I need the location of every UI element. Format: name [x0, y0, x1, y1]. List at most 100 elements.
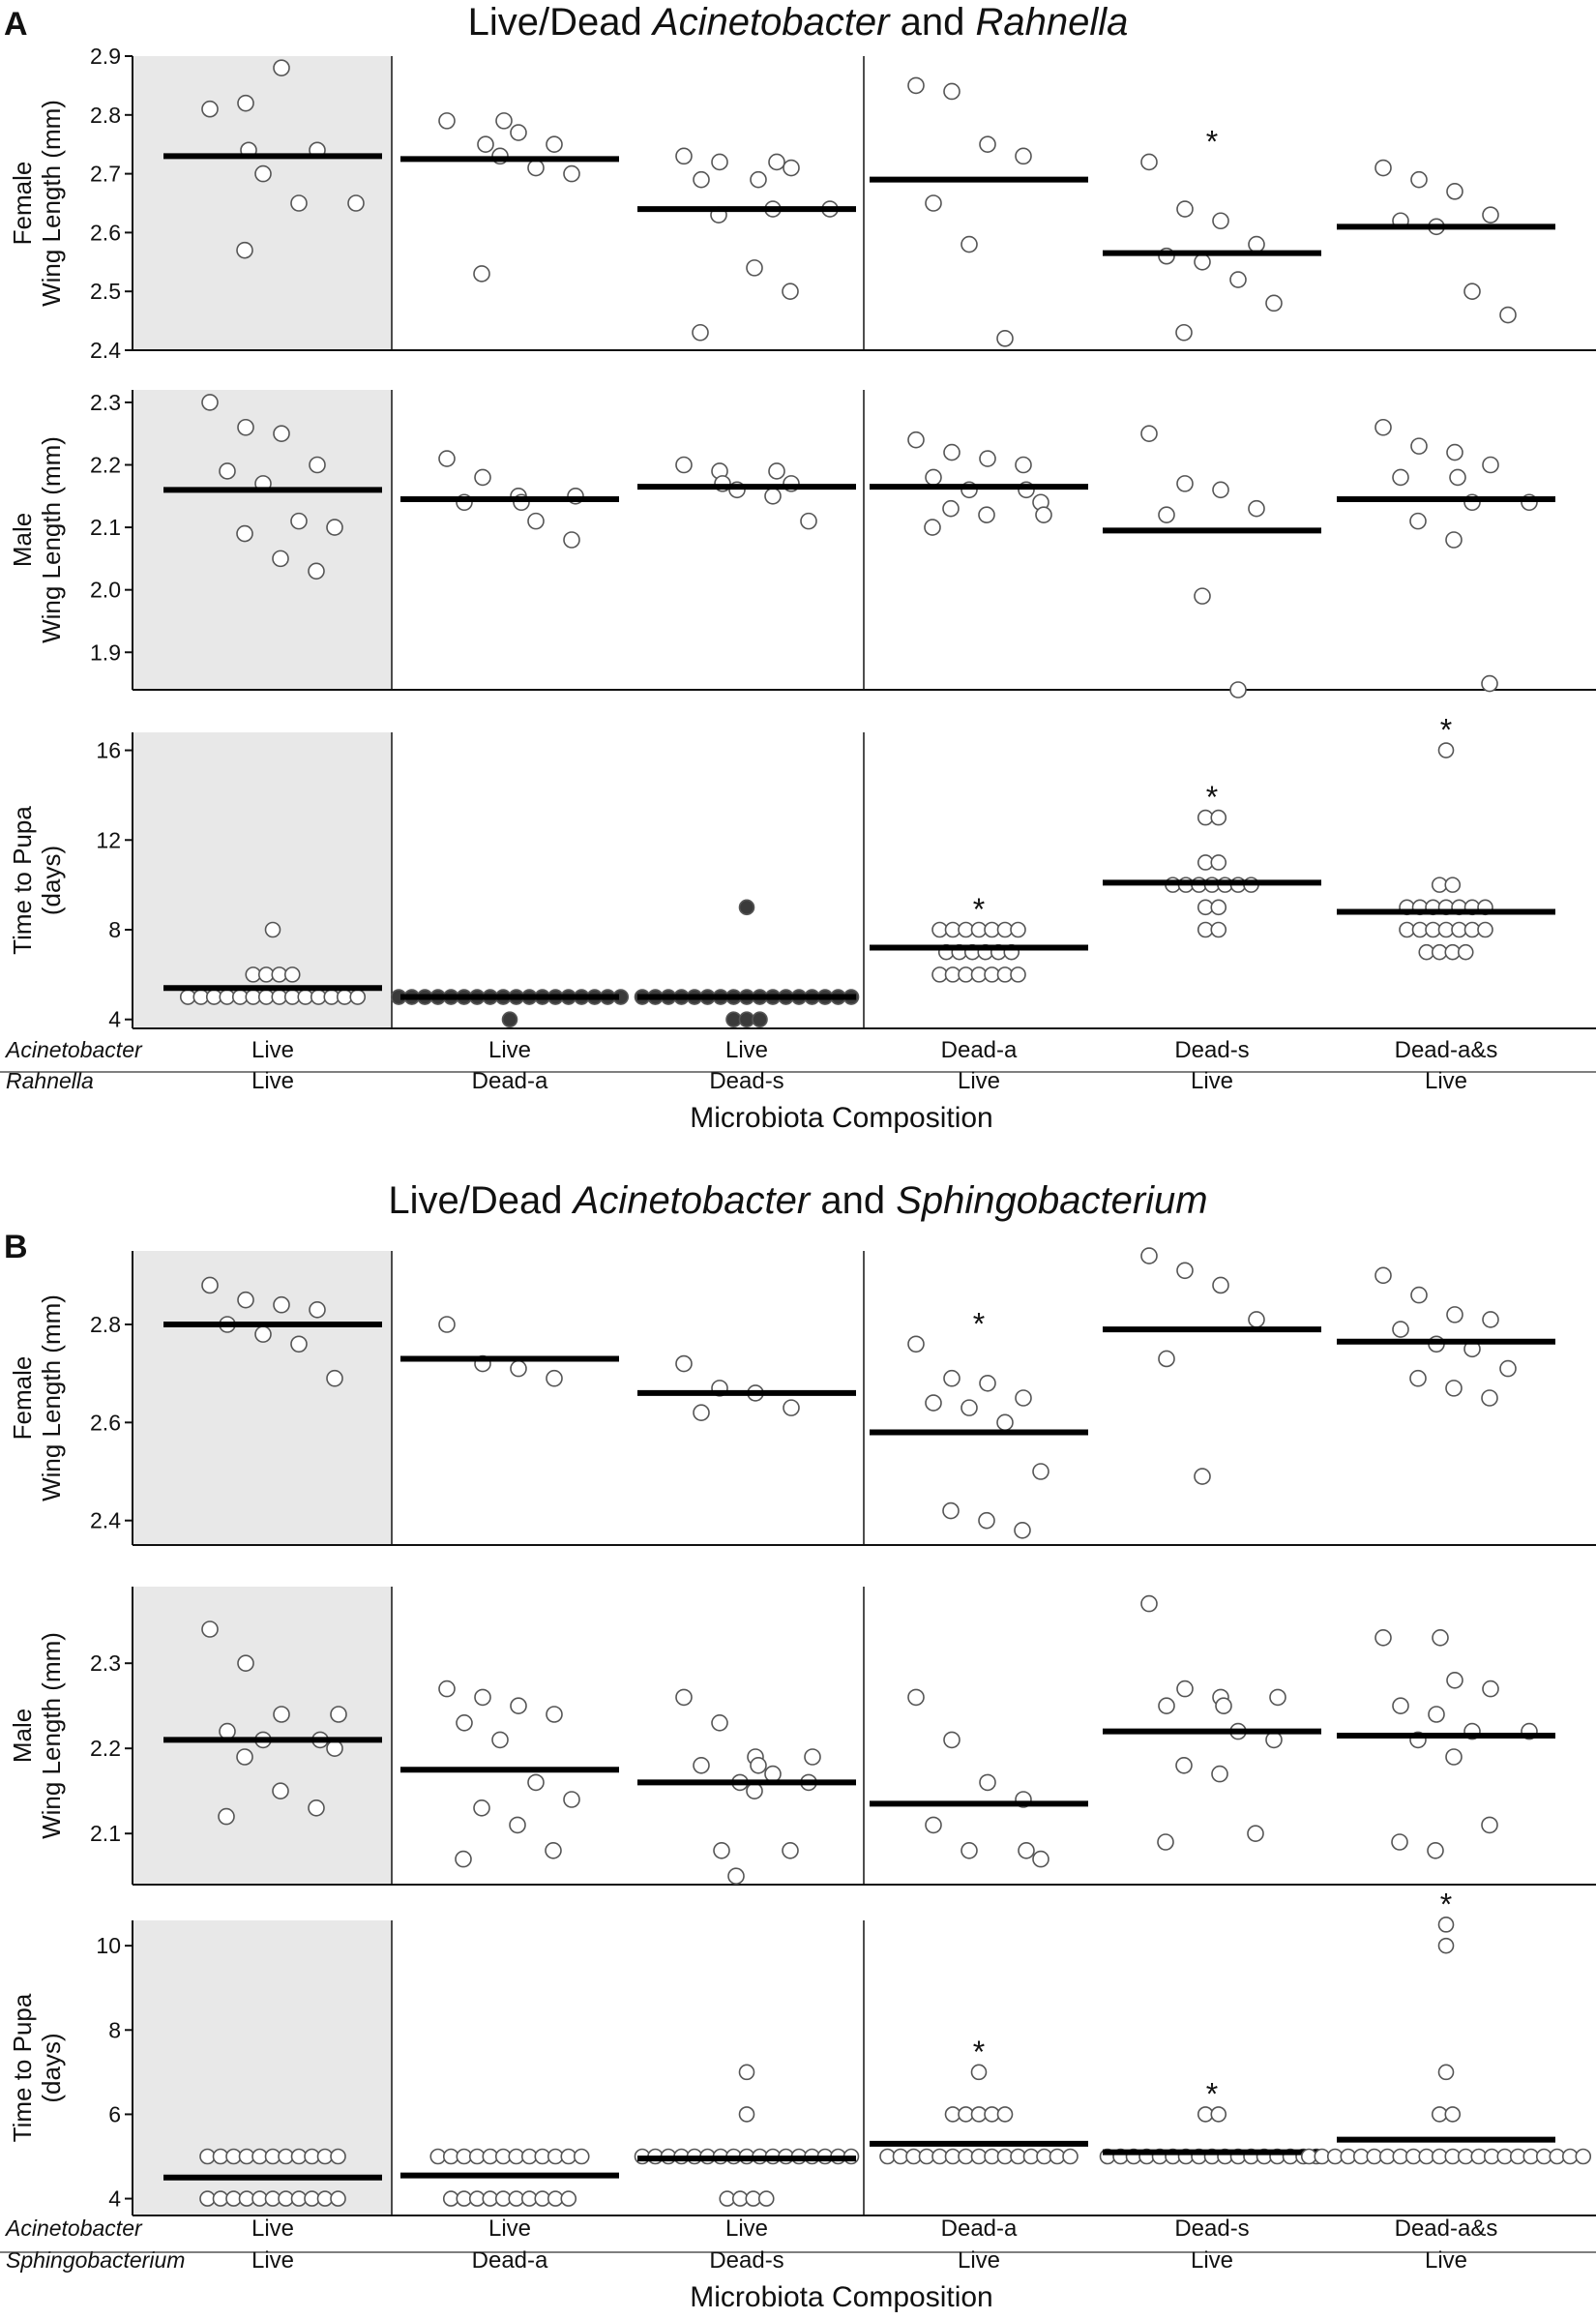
panel-B: B Live/Dead Acinetobacter and Sphingobact… — [0, 1179, 1596, 2313]
data-point — [979, 1375, 996, 1392]
data-point — [1482, 206, 1499, 223]
data-point — [1157, 1833, 1174, 1851]
group-2 — [400, 1680, 619, 1868]
data-point — [925, 194, 942, 212]
category-label-top: Live — [725, 2215, 768, 2242]
data-point — [1158, 1350, 1175, 1368]
data-point — [675, 1354, 693, 1373]
data-point — [942, 1501, 960, 1520]
y-tick-label: 8 — [108, 917, 121, 942]
data-point — [1409, 512, 1427, 530]
group-6 — [1337, 418, 1555, 693]
data-point — [1392, 468, 1409, 487]
data-point — [1211, 1765, 1228, 1783]
y-tick-label: 2.4 — [90, 1508, 121, 1533]
data-point — [201, 1276, 219, 1294]
data-point — [1215, 1697, 1232, 1714]
data-point — [308, 1799, 325, 1817]
data-point — [750, 1757, 767, 1774]
y-tick-label: 2.2 — [90, 1736, 121, 1761]
data-point — [474, 1688, 491, 1707]
subplot-1: 2.4 2.5 2.6 2.7 2.8 2.9 FemaleWing Length (mm)… — [8, 44, 1596, 363]
data-point — [979, 450, 996, 467]
data-point — [1499, 1359, 1517, 1378]
significance-star: * — [973, 892, 985, 927]
y-axis-label: FemaleWing Length (mm) — [8, 100, 66, 307]
data-point — [330, 1706, 347, 1723]
subplot-2: 2.1 2.2 2.3 MaleWing Length (mm) — [8, 1587, 1596, 1886]
data-point — [693, 170, 710, 189]
data-point — [1482, 1680, 1499, 1698]
y-tick-label: 4 — [108, 2186, 121, 2212]
data-point — [1374, 159, 1392, 177]
y-axis-label: Time to Pupa(days) — [8, 806, 66, 955]
data-point — [996, 330, 1014, 347]
group-6 — [1337, 1266, 1555, 1407]
data-point — [545, 1842, 562, 1859]
y-axis-label-line: Male — [8, 513, 37, 567]
significance-star: * — [1440, 713, 1452, 748]
data-point — [692, 323, 709, 342]
data-point — [1444, 877, 1462, 893]
data-point — [1018, 1842, 1035, 1859]
data-point — [330, 2148, 346, 2165]
category-label-bottom: Dead-a — [472, 1068, 548, 1094]
group-2 — [400, 450, 619, 549]
category-label-top: Live — [725, 1037, 768, 1063]
title-part: Live/Dead — [388, 1179, 573, 1222]
control-shading — [133, 732, 392, 1028]
y-axis-label-line: Time to Pupa — [8, 806, 37, 955]
data-point — [970, 2064, 988, 2081]
y-axis-label: MaleWing Length (mm) — [8, 1632, 66, 1839]
data-point — [237, 1291, 254, 1309]
data-point — [1194, 253, 1211, 271]
data-point — [254, 1325, 272, 1343]
data-point — [1248, 235, 1265, 253]
y-tick-label: 2.4 — [90, 338, 121, 363]
data-point — [273, 1295, 290, 1314]
significance-star: * — [1206, 124, 1218, 159]
data-point — [201, 1620, 219, 1638]
group-3 — [637, 456, 856, 530]
data-point — [501, 1011, 518, 1028]
data-point — [1212, 481, 1229, 499]
data-point — [510, 1697, 527, 1714]
data-point — [510, 124, 527, 141]
data-point — [907, 1688, 925, 1707]
panel-letter: B — [4, 1229, 28, 1265]
data-point — [764, 1765, 782, 1783]
panel-title: Live/Dead Acinetobacter and Rahnella — [468, 1, 1129, 44]
data-point — [752, 1011, 768, 1028]
data-point — [1210, 921, 1227, 938]
category-label-top: Live — [251, 1037, 294, 1063]
data-point — [1392, 1697, 1409, 1714]
category-table: AcinetobacterRahnellaLiveLiveLiveDead-aL… — [0, 1037, 1596, 1094]
data-point — [546, 135, 563, 153]
data-point — [1176, 200, 1194, 218]
y-axis-label-line: Male — [8, 1709, 37, 1763]
data-point — [1444, 2106, 1462, 2123]
data-point — [201, 100, 219, 118]
data-point — [1229, 271, 1247, 288]
data-point — [495, 112, 513, 130]
y-tick-label: 2.2 — [90, 453, 121, 478]
category-label-bottom: Live — [1191, 1068, 1233, 1094]
group-1 — [163, 2148, 382, 2207]
title-part: and — [810, 1179, 896, 1222]
panel-title: Live/Dead Acinetobacter and Sphingobacte… — [388, 1179, 1207, 1222]
data-point — [1176, 1262, 1194, 1280]
data-point — [1265, 294, 1283, 312]
y-tick-label: 2.1 — [90, 1821, 121, 1846]
group-3 — [637, 1354, 856, 1421]
data-point — [272, 550, 289, 568]
data-point — [907, 1335, 925, 1353]
data-point — [1015, 1389, 1032, 1407]
data-point — [1410, 437, 1428, 455]
y-tick-label: 1.9 — [90, 639, 121, 665]
data-point — [330, 2190, 346, 2207]
data-point — [273, 59, 290, 76]
data-point — [1014, 1522, 1031, 1539]
data-point — [546, 1706, 563, 1723]
data-point — [1210, 854, 1227, 871]
data-point — [1432, 1629, 1449, 1647]
